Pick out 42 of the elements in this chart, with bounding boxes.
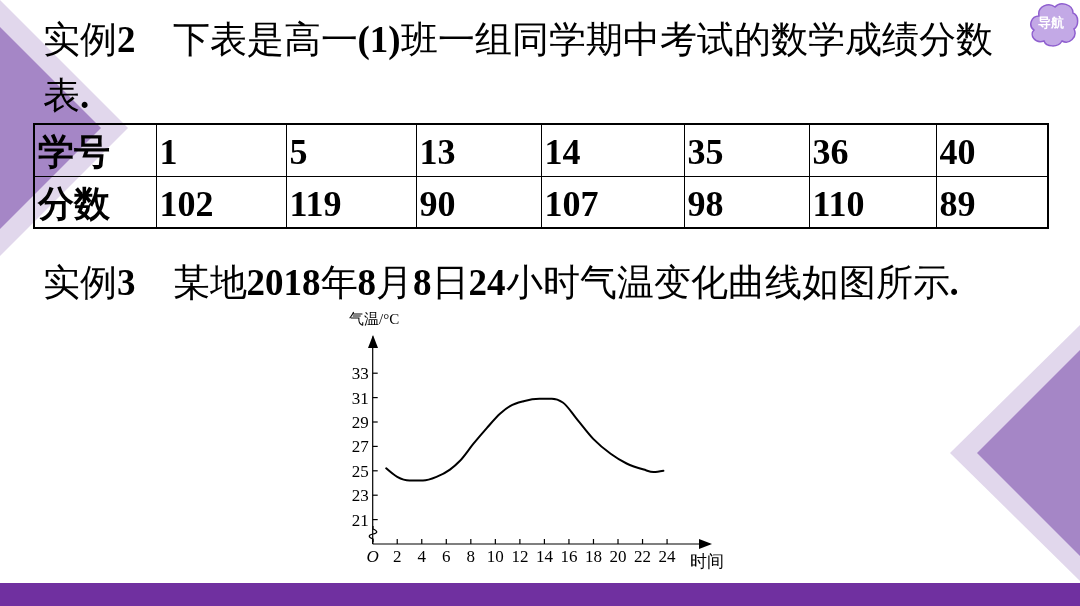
x-axis-title: 时间: [690, 552, 724, 572]
category-label: 5: [289, 132, 308, 173]
y-tick-label: 29: [351, 412, 369, 432]
x-tick-label: 2: [392, 546, 402, 566]
data-label: 119: [289, 183, 342, 224]
x-tick-label: 18: [584, 546, 602, 566]
x-tick-label: 4: [417, 546, 427, 566]
category-label: 14: [544, 132, 581, 173]
y-tick-label: 23: [351, 486, 369, 506]
x-tick-label: O: [366, 546, 379, 566]
x-tick-label: 16: [560, 546, 578, 566]
data-label: 107: [544, 183, 599, 224]
data-label: 90: [419, 183, 456, 224]
data-label: 89: [939, 183, 976, 224]
category-label: 40: [939, 132, 976, 173]
x-tick-label: 10: [486, 546, 504, 566]
data-label: 110: [812, 183, 865, 224]
text: 学号: [38, 132, 110, 173]
x-tick-label: 24: [658, 546, 677, 566]
line-series: [385, 397, 665, 482]
text: 分数: [38, 183, 110, 224]
chart-title: 实例3 某地2018年8月8日24小时气温变化曲线如图所示.: [43, 262, 959, 303]
y-tick-label: 25: [351, 461, 369, 481]
data-label: 102: [159, 183, 214, 224]
data-label: 98: [687, 183, 724, 224]
y-tick-label: 31: [351, 388, 369, 408]
category-label: 13: [419, 132, 456, 173]
y-tick-label: 21: [351, 510, 369, 530]
x-tick-label: 8: [466, 546, 476, 566]
y-axis-title: 气温/°C: [349, 310, 400, 328]
category-label: 35: [687, 132, 724, 173]
chart-title: 实例2 下表是高一(1)班一组同学期中考试的数学成绩分数表.: [43, 19, 993, 116]
category-label: 36: [812, 132, 849, 173]
x-tick-label: 22: [634, 546, 652, 566]
text: 导航: [1038, 15, 1064, 31]
x-tick-label: 14: [535, 546, 554, 566]
y-tick-label: 27: [351, 437, 370, 457]
y-tick-label: 33: [351, 364, 369, 384]
category-label: 1: [159, 132, 178, 173]
x-tick-label: 20: [609, 546, 627, 566]
x-tick-label: 12: [511, 546, 529, 566]
x-tick-label: 6: [442, 546, 451, 566]
